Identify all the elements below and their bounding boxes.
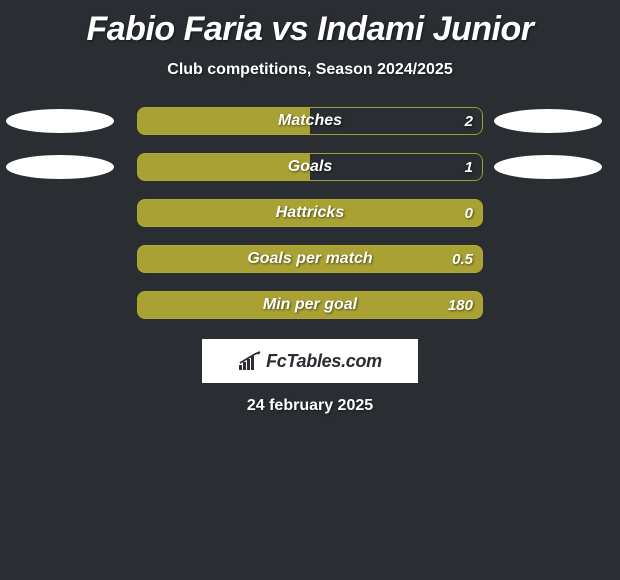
bar-fill	[137, 199, 483, 227]
subtitle: Club competitions, Season 2024/2025	[167, 61, 452, 79]
stats-area: Matches2 Goals1 Hattricks0 Goals per match0…	[0, 107, 620, 319]
stat-bar: Goals per match0.5	[137, 245, 483, 273]
bar-fill	[137, 291, 483, 319]
player-left-marker	[6, 109, 114, 133]
date-label: 24 february 2025	[247, 397, 373, 415]
stat-bar: Min per goal180	[137, 291, 483, 319]
stat-row: Goals per match0.5	[0, 245, 620, 273]
attribution-box[interactable]: FcTables.com	[202, 339, 418, 383]
stat-value: 2	[465, 107, 473, 135]
attribution-text: FcTables.com	[266, 351, 382, 372]
player-right-marker	[494, 155, 602, 179]
stat-value: 1	[465, 153, 473, 181]
bar-fill	[137, 245, 483, 273]
stat-row: Min per goal180	[0, 291, 620, 319]
stat-row: Goals1	[0, 153, 620, 181]
chart-rising-icon	[238, 351, 262, 371]
stat-bar: Matches2	[137, 107, 483, 135]
stat-bar: Goals1	[137, 153, 483, 181]
player-left-marker	[6, 155, 114, 179]
player-right-marker	[494, 109, 602, 133]
bar-fill-left	[137, 107, 310, 135]
stat-row: Matches2	[0, 107, 620, 135]
page-title: Fabio Faria vs Indami Junior	[87, 10, 534, 49]
stat-bar: Hattricks0	[137, 199, 483, 227]
stat-row: Hattricks0	[0, 199, 620, 227]
bar-fill-left	[137, 153, 310, 181]
comparison-card: Fabio Faria vs Indami Junior Club compet…	[0, 0, 620, 580]
